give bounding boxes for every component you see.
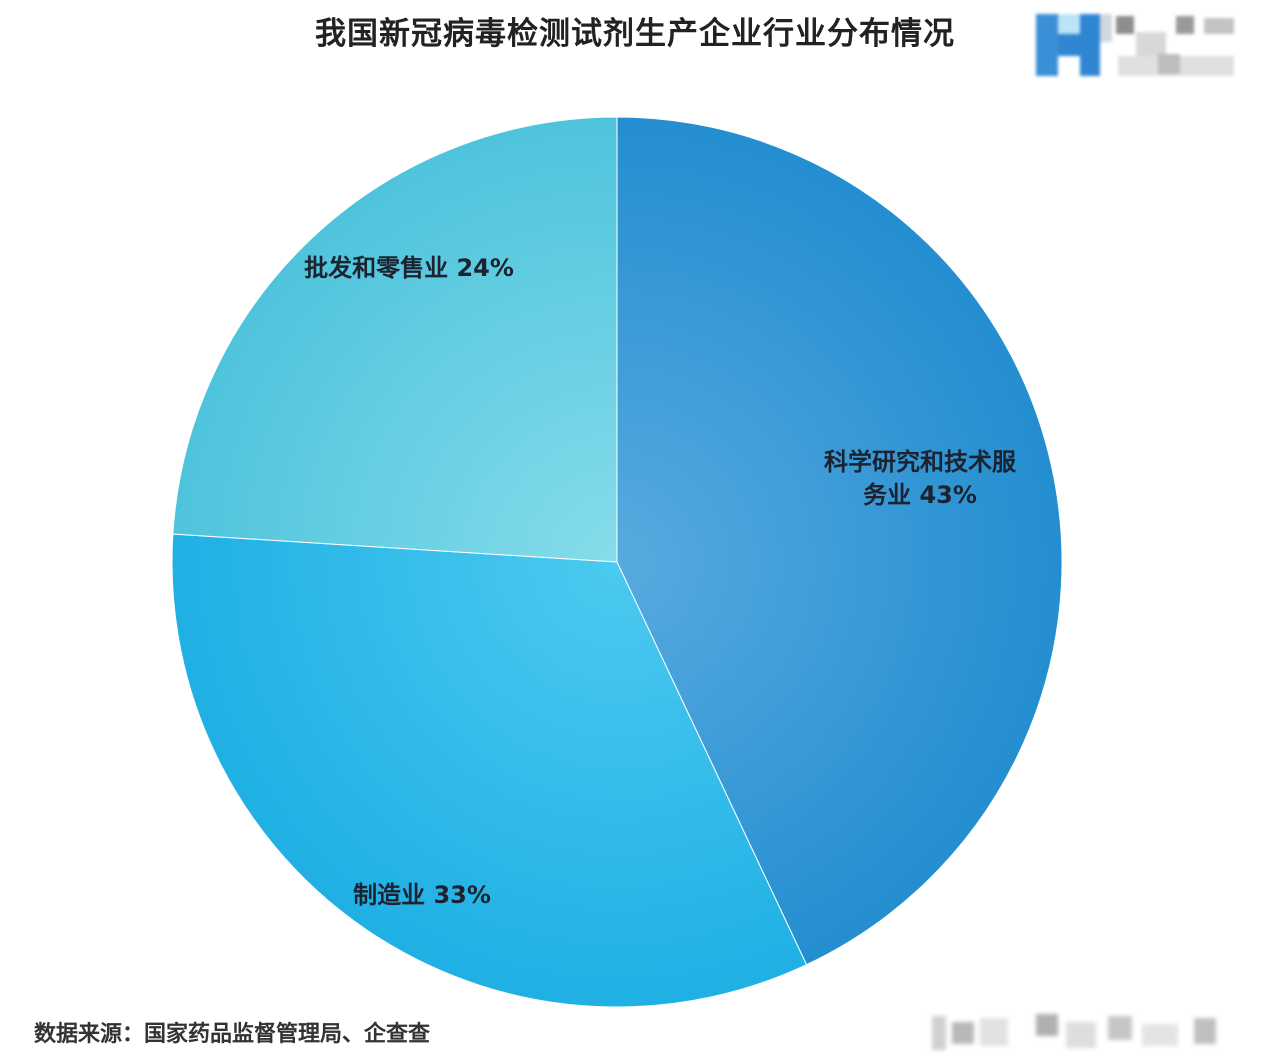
- pie-slice-label-line: 科学研究和技术服: [824, 448, 1017, 476]
- chart-title: 我国新冠病毒检测试剂生产企业行业分布情况: [315, 16, 955, 52]
- pie-slice-label-line: 务业 43%: [863, 481, 977, 509]
- data-source-note: 数据来源：国家药品监督管理局、企查查: [34, 1022, 431, 1047]
- pie-slice-science-tech: [616, 116, 1063, 966]
- pie-slice-manufacturing: [171, 533, 808, 1008]
- pie-slice-wholesale-retail: [172, 116, 618, 563]
- watermark: [932, 1012, 1242, 1054]
- pie-slice-label: 批发和零售业 24%: [304, 254, 514, 282]
- pie-slice-label-line: 批发和零售业 24%: [304, 254, 514, 282]
- pie-slice-label: 制造业 33%: [353, 881, 491, 909]
- pie-slice-label-line: 制造业 33%: [353, 881, 491, 909]
- pie-slice-label: 科学研究和技术服务业 43%: [824, 448, 1017, 509]
- brand-logo: [1036, 14, 1236, 76]
